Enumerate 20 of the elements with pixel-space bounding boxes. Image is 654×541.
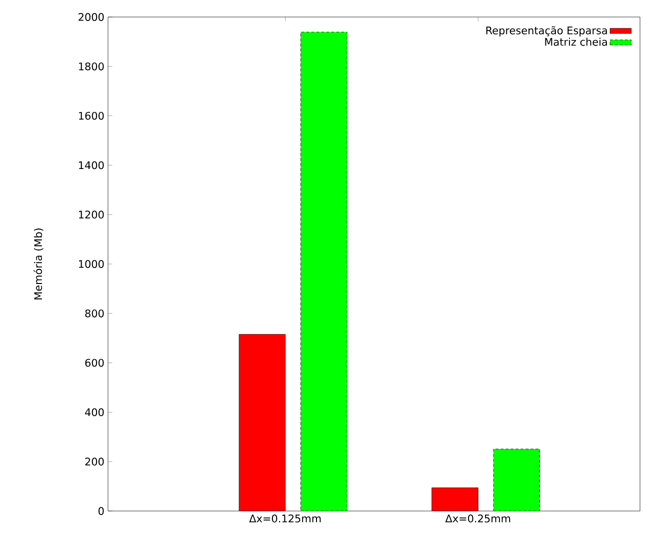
y-tick-label: 2000 (78, 13, 104, 21)
legend-label: Representação Esparsa (486, 26, 607, 36)
y-tick-label: 1600 (79, 112, 104, 120)
y-tick-label: 1400 (79, 161, 104, 170)
bar (238, 334, 286, 511)
y-tick-label: 800 (85, 309, 104, 318)
y-tick-label: 1000 (79, 260, 104, 268)
y-tick-label: 1800 (79, 62, 104, 70)
y-axis-title: Memória (Mb) (34, 228, 44, 300)
y-tick-label: 600 (85, 358, 104, 367)
bar (300, 32, 348, 511)
y-tick-label: 400 (85, 408, 104, 416)
legend-label: Matriz cheia (545, 38, 607, 46)
x-tick-label: Δx=0.125mm (249, 514, 321, 522)
y-tick-label: 1200 (79, 210, 104, 219)
y-tick-label: 0 (98, 507, 104, 515)
y-tick-label: 200 (85, 458, 104, 466)
bar (432, 488, 478, 511)
bar (493, 448, 540, 511)
x-tick-label: Δx=0.25mm (445, 514, 510, 522)
